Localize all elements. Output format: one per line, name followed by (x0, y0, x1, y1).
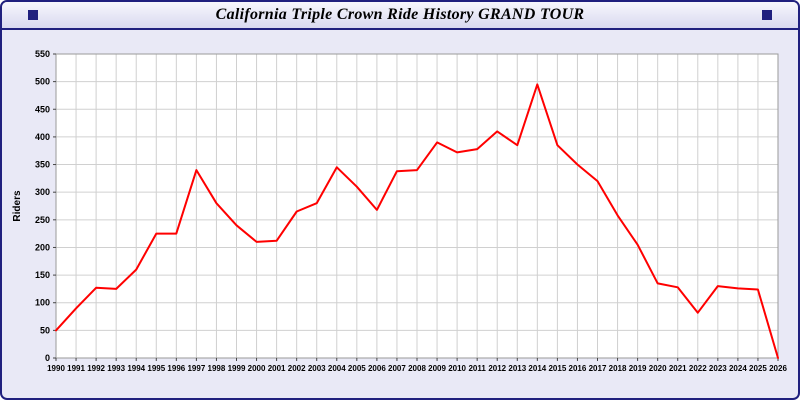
grid-lines (55, 53, 779, 359)
svg-text:2016: 2016 (569, 364, 587, 373)
svg-text:1995: 1995 (147, 364, 165, 373)
svg-text:2004: 2004 (328, 364, 346, 373)
svg-text:2025: 2025 (749, 364, 767, 373)
svg-text:2008: 2008 (408, 364, 426, 373)
riders-series-line (55, 83, 779, 359)
svg-text:2024: 2024 (729, 364, 747, 373)
svg-text:2007: 2007 (388, 364, 406, 373)
svg-text:1998: 1998 (208, 364, 226, 373)
svg-text:2015: 2015 (548, 364, 566, 373)
svg-text:1991: 1991 (67, 364, 85, 373)
svg-text:2020: 2020 (649, 364, 667, 373)
svg-text:550: 550 (35, 49, 50, 59)
svg-text:100: 100 (35, 298, 50, 308)
svg-text:0: 0 (45, 353, 50, 363)
svg-text:1993: 1993 (107, 364, 125, 373)
svg-text:1996: 1996 (167, 364, 185, 373)
svg-text:1990: 1990 (47, 364, 65, 373)
svg-text:1999: 1999 (228, 364, 246, 373)
svg-text:150: 150 (35, 270, 50, 280)
svg-text:300: 300 (35, 187, 50, 197)
svg-text:2011: 2011 (468, 364, 486, 373)
svg-text:1992: 1992 (87, 364, 105, 373)
svg-text:1997: 1997 (187, 364, 205, 373)
svg-text:2019: 2019 (629, 364, 647, 373)
y-axis-labels: 0 50 100 150 200 250 300 350 400 450 500 550 (35, 49, 56, 363)
title-bar: California Triple Crown Ride History GRA… (2, 2, 798, 30)
svg-text:2014: 2014 (528, 364, 546, 373)
svg-text:2022: 2022 (689, 364, 707, 373)
svg-text:2023: 2023 (709, 364, 727, 373)
svg-text:2002: 2002 (288, 364, 306, 373)
svg-text:2003: 2003 (308, 364, 326, 373)
svg-text:2021: 2021 (669, 364, 687, 373)
svg-text:350: 350 (35, 160, 50, 170)
title-bar-left-square-icon (28, 10, 38, 20)
svg-text:200: 200 (35, 242, 50, 252)
svg-text:2000: 2000 (248, 364, 266, 373)
svg-text:1994: 1994 (127, 364, 145, 373)
x-axis-labels: 1990 1991 1992 1993 1994 1995 1996 1997 1998 1999… (47, 358, 787, 373)
svg-text:50: 50 (40, 325, 50, 335)
svg-text:250: 250 (35, 215, 50, 225)
svg-text:2009: 2009 (428, 364, 446, 373)
svg-text:400: 400 (35, 132, 50, 142)
svg-text:500: 500 (35, 77, 50, 87)
svg-text:2010: 2010 (448, 364, 466, 373)
chart-title: California Triple Crown Ride History GRA… (215, 6, 585, 23)
svg-text:2013: 2013 (508, 364, 526, 373)
svg-text:2018: 2018 (609, 364, 627, 373)
svg-text:2012: 2012 (488, 364, 506, 373)
svg-text:2026: 2026 (769, 364, 787, 373)
svg-text:2017: 2017 (589, 364, 607, 373)
svg-text:450: 450 (35, 104, 50, 114)
title-bar-right-square-icon (762, 10, 772, 20)
svg-text:2006: 2006 (368, 364, 386, 373)
svg-text:2005: 2005 (348, 364, 366, 373)
y-axis-title: Riders (12, 190, 23, 222)
chart-panel: 0 50 100 150 200 250 300 350 400 450 500 550 1990 199… (2, 30, 798, 397)
svg-text:2001: 2001 (268, 364, 286, 373)
